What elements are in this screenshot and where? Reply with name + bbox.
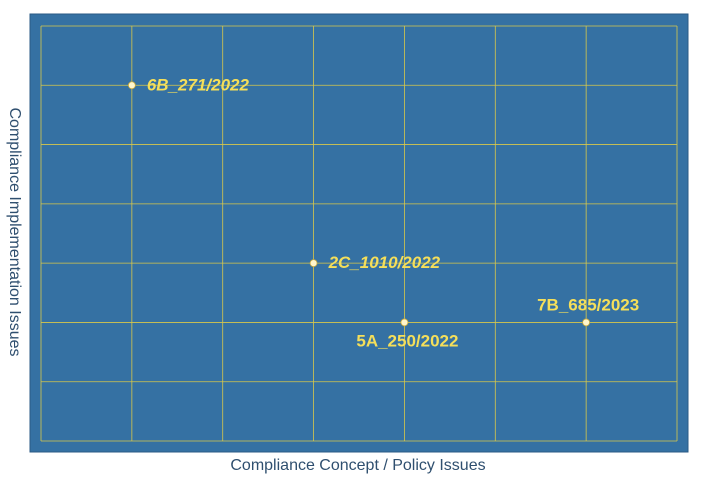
- data-point: [582, 318, 591, 327]
- data-point: [400, 318, 409, 327]
- point-label: 5A_250/2022: [356, 331, 458, 350]
- y-axis-label: Compliance Implementation Issues: [6, 107, 23, 357]
- data-point: [127, 81, 136, 90]
- plot-background: [29, 13, 689, 453]
- point-label: 6B_271/2022: [147, 75, 250, 94]
- x-axis-label: Compliance Concept / Policy Issues: [230, 457, 486, 474]
- data-point: [309, 259, 318, 268]
- point-labels: 6B_271/2022 2C_1010/2022 5A_250/2022 7B_685…: [147, 75, 639, 350]
- point-label: 2C_1010/2022: [328, 253, 441, 272]
- data-points: [127, 81, 591, 327]
- point-label: 7B_685/2023: [537, 295, 639, 314]
- grid-lines: [40, 25, 678, 442]
